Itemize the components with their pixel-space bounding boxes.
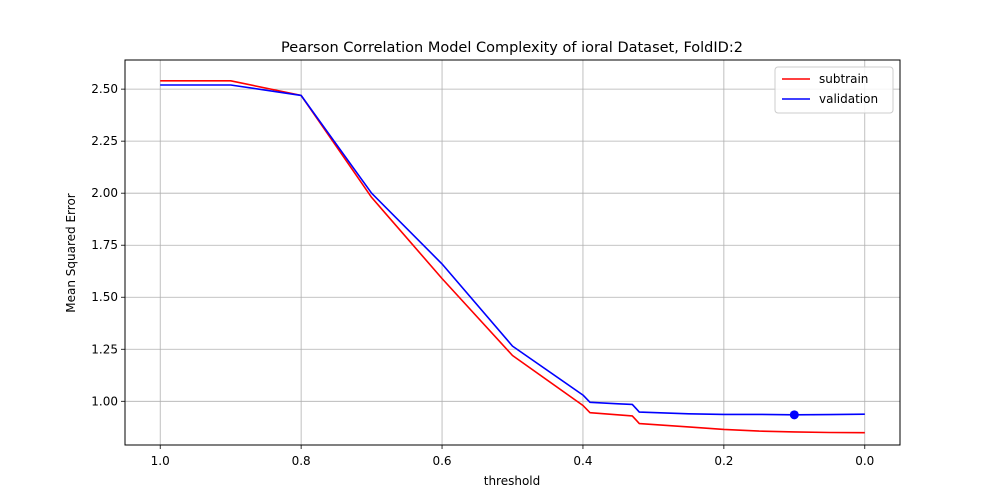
y-tick-label: 2.50 bbox=[91, 82, 118, 96]
y-tick-label: 1.50 bbox=[91, 290, 118, 304]
x-axis-title: threshold bbox=[484, 474, 541, 488]
y-axis-title: Mean Squared Error bbox=[64, 193, 78, 313]
series-lines bbox=[160, 80, 865, 434]
grid bbox=[125, 60, 900, 445]
y-axis-ticks: 1.00 1.25 1.50 1.75 2.00 2.25 2.50 bbox=[91, 82, 125, 408]
series-line-subtrain bbox=[160, 80, 865, 434]
y-tick-label: 1.25 bbox=[91, 342, 118, 356]
plot-frame bbox=[124, 59, 901, 446]
x-tick-label: 0.0 bbox=[855, 454, 874, 468]
x-tick-label: 0.2 bbox=[714, 454, 733, 468]
series-line-validation bbox=[160, 84, 865, 416]
y-tick-label: 2.25 bbox=[91, 134, 118, 148]
x-axis-ticks: 1.0 0.8 0.6 0.4 0.2 0.0 bbox=[151, 445, 874, 468]
x-tick-label: 0.4 bbox=[573, 454, 592, 468]
x-tick-label: 0.6 bbox=[432, 454, 451, 468]
legend-label-validation: validation bbox=[819, 92, 878, 106]
x-tick-label: 0.8 bbox=[292, 454, 311, 468]
y-tick-label: 1.00 bbox=[91, 394, 118, 408]
y-tick-label: 2.00 bbox=[91, 186, 118, 200]
x-tick-label: 1.0 bbox=[151, 454, 170, 468]
best-point-marker bbox=[789, 410, 799, 420]
legend: subtrain validation bbox=[774, 66, 894, 114]
legend-label-subtrain: subtrain bbox=[819, 72, 868, 86]
chart-title: Pearson Correlation Model Complexity of … bbox=[281, 40, 743, 56]
y-tick-label: 1.75 bbox=[91, 238, 118, 252]
